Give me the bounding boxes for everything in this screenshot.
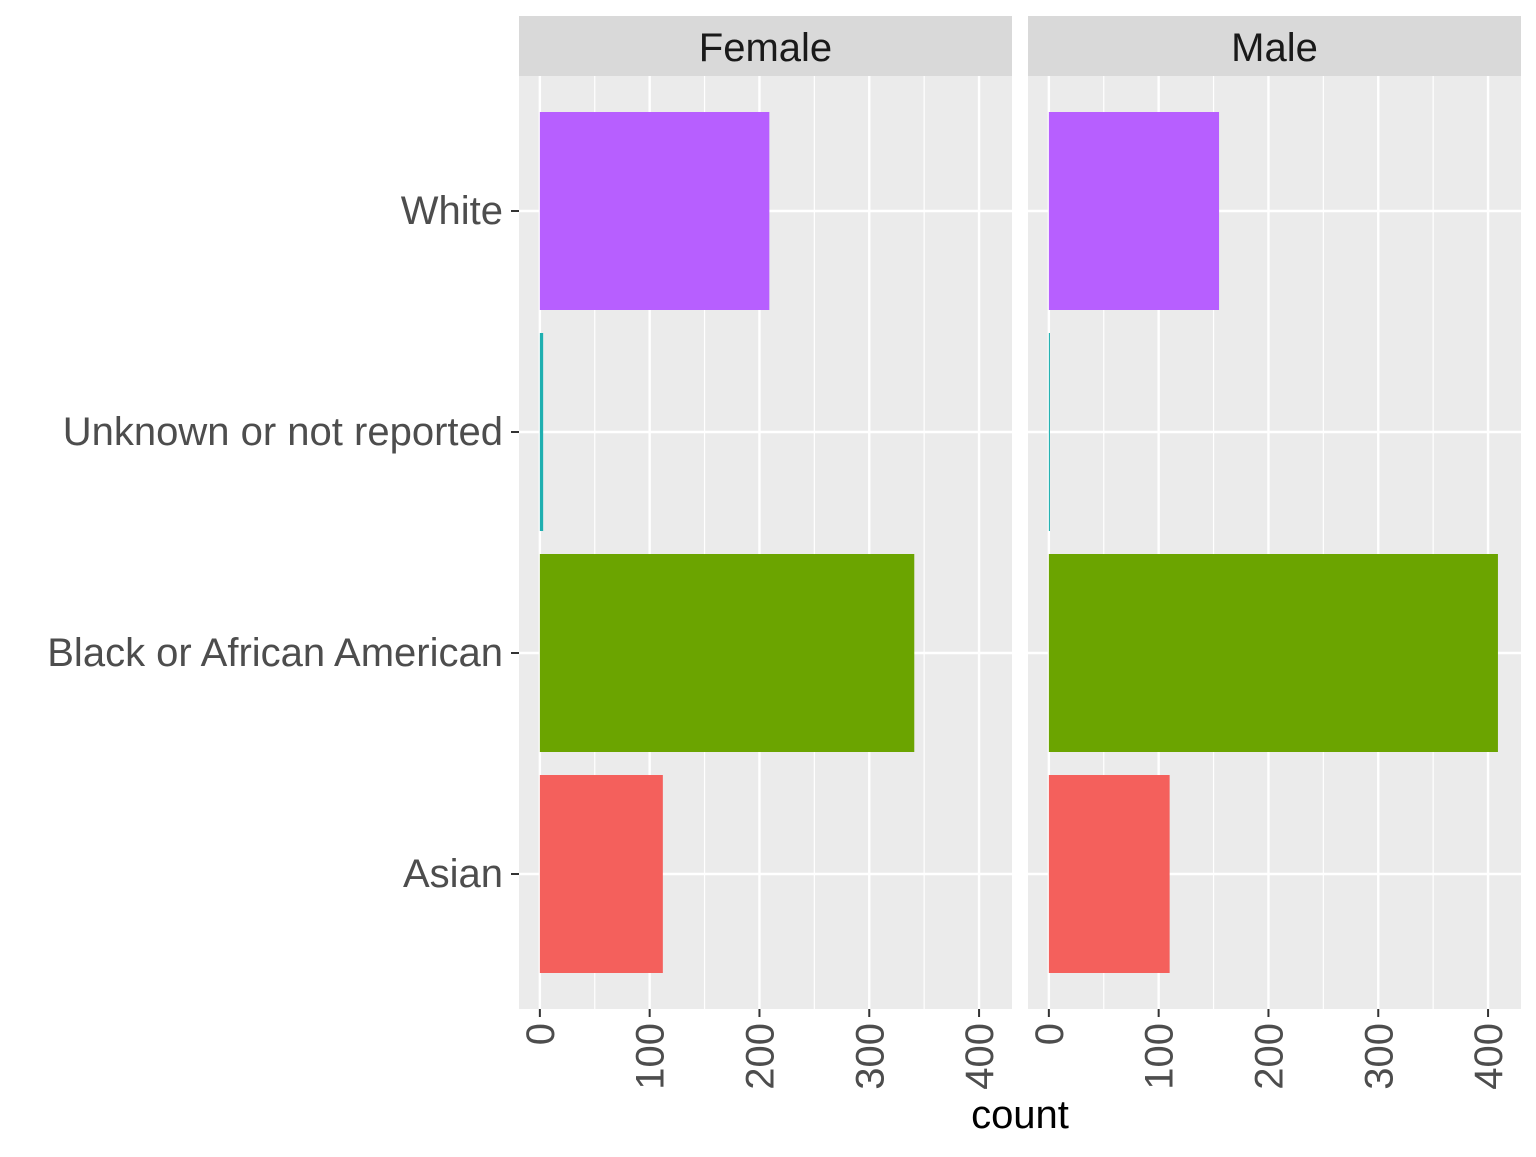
x-tick-label-300-male: 300 [1357, 1023, 1401, 1090]
bar-male-unknown-or-not-reported [1048, 333, 1050, 531]
x-tick-label-100-male: 100 [1138, 1023, 1182, 1090]
x-tick-label-100-female: 100 [629, 1023, 673, 1090]
bar-male-black-or-african-american [1048, 554, 1498, 752]
y-tick-label-asian: Asian [403, 852, 503, 896]
x-tick-label-200-female: 200 [738, 1023, 782, 1090]
facet-label-female: Female [699, 26, 832, 70]
x-axis-title: count [971, 1093, 1069, 1137]
facet-strip-male [1028, 16, 1521, 76]
x-tick-label-300-female: 300 [848, 1023, 892, 1090]
x-tick-label-200-male: 200 [1247, 1023, 1291, 1090]
facet-strip-female [519, 16, 1012, 76]
x-tick-label-400-female: 400 [958, 1023, 1002, 1090]
x-tick-label-0-female: 0 [519, 1023, 563, 1045]
bar-female-unknown-or-not-reported [539, 333, 544, 531]
bar-male-asian [1048, 775, 1170, 973]
y-tick-label-black-or-african-american: Black or African American [47, 631, 503, 675]
y-tick-label-unknown-or-not-reported: Unknown or not reported [63, 410, 503, 454]
facet-label-male: Male [1231, 26, 1318, 70]
bar-female-asian [539, 775, 663, 973]
bar-female-black-or-african-american [539, 554, 915, 752]
bar-male-white [1048, 112, 1220, 310]
x-tick-label-0-male: 0 [1028, 1023, 1072, 1045]
bar-female-white [539, 112, 770, 310]
y-tick-label-white: White [401, 189, 503, 233]
x-tick-label-400-male: 400 [1467, 1023, 1511, 1090]
